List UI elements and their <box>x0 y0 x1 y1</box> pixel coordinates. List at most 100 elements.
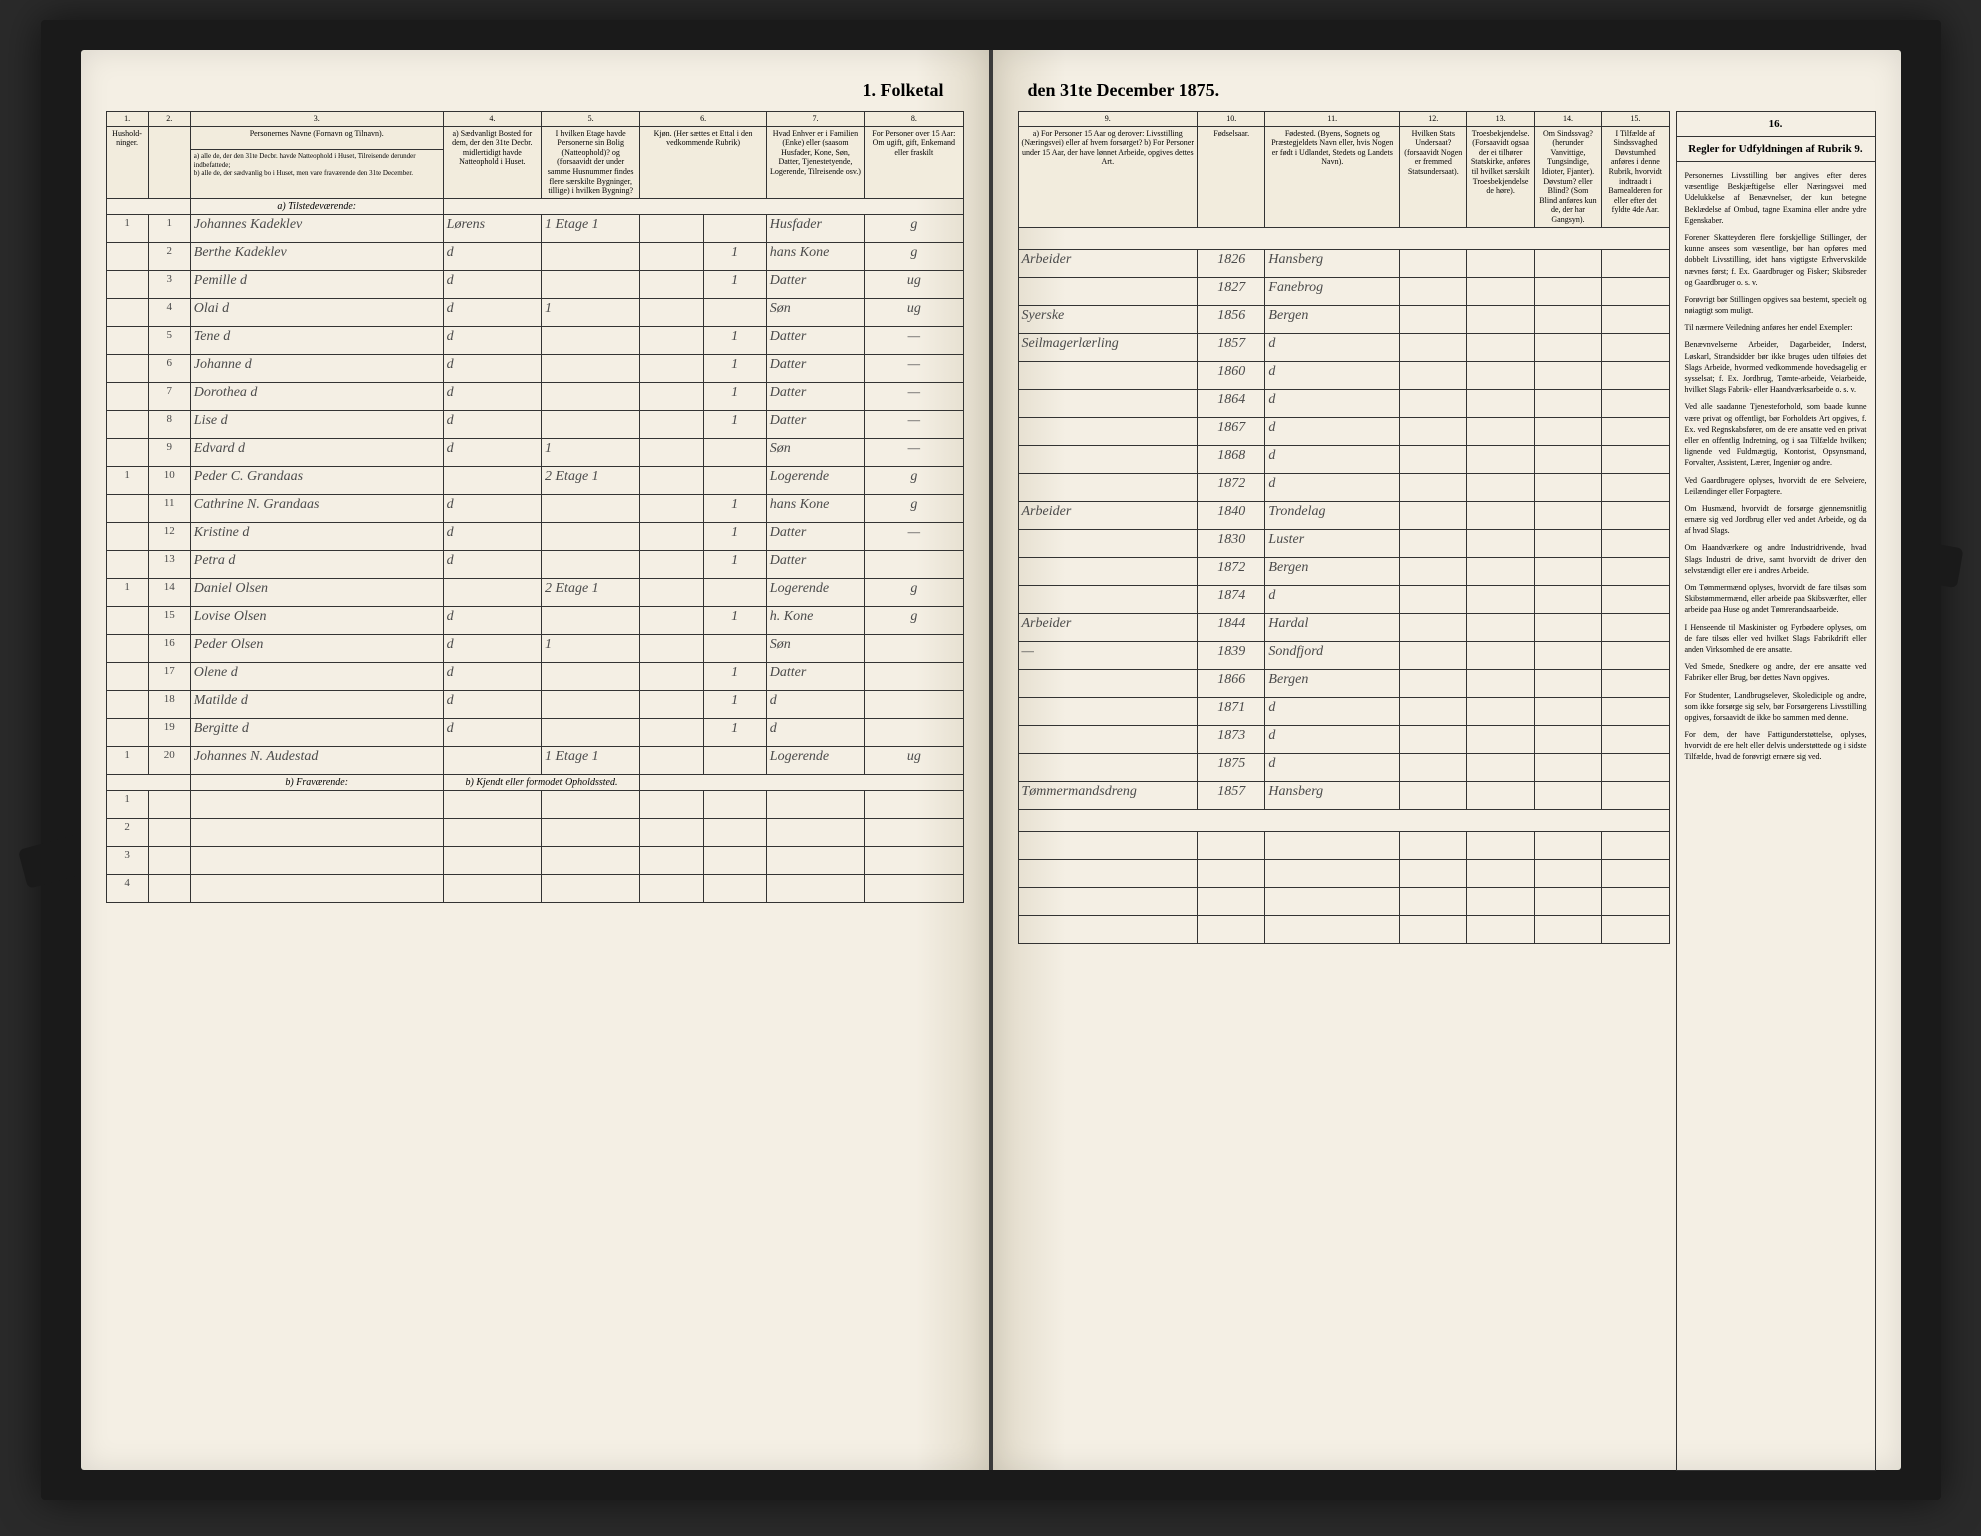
table-row: 4 Olai d d 1 Søn ug <box>106 298 963 326</box>
col-1-num: 1. <box>106 112 148 127</box>
table-row: 1871 d <box>1018 697 1669 725</box>
table-row-empty <box>1018 859 1669 887</box>
col-13-label: Troesbekjendelse. (Forsaavidt ogsaa der … <box>1467 126 1534 227</box>
right-table: 9. 10. 11. 12. 13. 14. 15. a) For Person… <box>1018 111 1670 944</box>
col-16-label: Regler for Udfyldningen af Rubrik 9. <box>1676 137 1876 162</box>
col-14-label: Om Sindssvag? (herunder Vanvittige, Tung… <box>1534 126 1601 227</box>
col-3-num: 3. <box>190 112 443 127</box>
col-2-num: 2. <box>148 112 190 127</box>
col-4-label: a) Sædvanligt Bosted for dem, der den 31… <box>443 126 541 198</box>
rules-sidebar: 16. Regler for Udfyldningen af Rubrik 9.… <box>1676 111 1876 1471</box>
table-row: 1866 Bergen <box>1018 669 1669 697</box>
left-page: 1. Folketal 1. 2. 3. 4. 5. 6. 7. 8. <box>81 50 989 1470</box>
col-5-num: 5. <box>542 112 640 127</box>
col-15-label: I Tilfælde af Sindssvaghed Døvstumhed an… <box>1602 126 1669 227</box>
table-row-empty <box>1018 831 1669 859</box>
col-13-num: 13. <box>1467 112 1534 127</box>
table-row: 17 Olene d d 1 Datter <box>106 662 963 690</box>
table-row-empty: 1 <box>106 790 963 818</box>
table-row: Syerske 1856 Bergen <box>1018 305 1669 333</box>
col-9-label: a) For Personer 15 Aar og derover: Livss… <box>1018 126 1198 227</box>
table-row-empty: 2 <box>106 818 963 846</box>
col-10-label: Fødselsaar. <box>1198 126 1265 227</box>
table-row-empty <box>1018 887 1669 915</box>
page-title-left: 1. Folketal <box>106 80 964 101</box>
left-table: 1. 2. 3. 4. 5. 6. 7. 8. Hushold-ninger. … <box>106 111 964 903</box>
rule-paragraph: Om Tømmermænd oplyses, hvorvidt de fare … <box>1685 582 1867 616</box>
rule-paragraph: I Henseende til Maskinister og Fyrbødere… <box>1685 622 1867 656</box>
table-row: 1868 d <box>1018 445 1669 473</box>
rule-paragraph: Om Husmænd, hvorvidt de forsørge gjennem… <box>1685 503 1867 537</box>
col-5-label: I hvilken Etage havde Personerne sin Bol… <box>542 126 640 198</box>
table-row: 1875 d <box>1018 753 1669 781</box>
col-10-num: 10. <box>1198 112 1265 127</box>
table-row: 1 10 Peder C. Grandaas 2 Etage 1 Logeren… <box>106 466 963 494</box>
table-row: 1830 Luster <box>1018 529 1669 557</box>
table-row: 1827 Fanebrog <box>1018 277 1669 305</box>
rule-paragraph: Benævnvelserne Arbeider, Dagarbeider, In… <box>1685 339 1867 395</box>
rule-paragraph: Ved Gaardbrugere oplyses, hvorvidt de er… <box>1685 475 1867 497</box>
table-row: 5 Tene d d 1 Datter — <box>106 326 963 354</box>
table-row: 11 Cathrine N. Grandaas d 1 hans Kone g <box>106 494 963 522</box>
section-present: a) Tilstedeværende: <box>190 198 443 214</box>
table-row-empty: 4 <box>106 874 963 902</box>
table-row-empty: 3 <box>106 846 963 874</box>
table-row-empty <box>1018 915 1669 943</box>
col-9-num: 9. <box>1018 112 1198 127</box>
table-row: 1864 d <box>1018 389 1669 417</box>
rule-paragraph: For dem, der have Fattigunderstøttelse, … <box>1685 729 1867 763</box>
table-row: Seilmagerlærling 1857 d <box>1018 333 1669 361</box>
table-row: Tømmermandsdreng 1857 Hansberg <box>1018 781 1669 809</box>
col-11-num: 11. <box>1265 112 1400 127</box>
rule-paragraph: Om Haandværkere og andre Industridrivend… <box>1685 542 1867 576</box>
col-6-num: 6. <box>640 112 766 127</box>
book-spine <box>989 50 993 1470</box>
col-12-num: 12. <box>1400 112 1467 127</box>
page-title-right: den 31te December 1875. <box>1018 80 1876 101</box>
rule-paragraph: Ved alle saadanne Tjenesteforhold, som b… <box>1685 401 1867 468</box>
col-8-label: For Personer over 15 Aar: Om ugift, gift… <box>865 126 963 198</box>
table-row: 1873 d <box>1018 725 1669 753</box>
col-6-label: Kjøn. (Her sættes et Ettal i den vedkomm… <box>640 126 766 198</box>
table-row: 1874 d <box>1018 585 1669 613</box>
table-row: Arbeider 1826 Hansberg <box>1018 249 1669 277</box>
table-row: 15 Lovise Olsen d 1 h. Kone g <box>106 606 963 634</box>
col-2-label <box>148 126 190 198</box>
table-row: 8 Lise d d 1 Datter — <box>106 410 963 438</box>
rule-paragraph: Ved Smede, Snedkere og andre, der ere an… <box>1685 661 1867 683</box>
col-7-num: 7. <box>766 112 864 127</box>
table-row: — 1839 Sondfjord <box>1018 641 1669 669</box>
table-row: 19 Bergitte d d 1 d <box>106 718 963 746</box>
rule-paragraph: Til nærmere Veiledning anføres her endel… <box>1685 322 1867 333</box>
section-absent: b) Fraværende: <box>190 774 443 790</box>
col-11-label: Fødested. (Byens, Sognets og Præstegjeld… <box>1265 126 1400 227</box>
col-16-num: 16. <box>1676 111 1876 137</box>
col-4-num: 4. <box>443 112 541 127</box>
table-row: 1860 d <box>1018 361 1669 389</box>
table-row: 3 Pemille d d 1 Datter ug <box>106 270 963 298</box>
rules-text: Personernes Livsstilling bør angives eft… <box>1676 162 1876 1471</box>
col-8-num: 8. <box>865 112 963 127</box>
table-row: 1 1 Johannes Kadeklev Lørens 1 Etage 1 H… <box>106 214 963 242</box>
table-row: 7 Dorothea d d 1 Datter — <box>106 382 963 410</box>
table-row: 1872 d <box>1018 473 1669 501</box>
col-12-label: Hvilken Stats Undersaat? (forsaavidt Nog… <box>1400 126 1467 227</box>
table-row: 1 20 Johannes N. Audestad 1 Etage 1 Loge… <box>106 746 963 774</box>
table-row: 2 Berthe Kadeklev d 1 hans Kone g <box>106 242 963 270</box>
col-1-label: Hushold-ninger. <box>106 126 148 198</box>
table-row: Arbeider 1844 Hardal <box>1018 613 1669 641</box>
census-book: 1. Folketal 1. 2. 3. 4. 5. 6. 7. 8. <box>41 20 1941 1500</box>
col-14-num: 14. <box>1534 112 1601 127</box>
table-row: 1 14 Daniel Olsen 2 Etage 1 Logerende g <box>106 578 963 606</box>
rule-paragraph: Forener Skatteyderen flere forskjellige … <box>1685 232 1867 288</box>
col-3-label: Personernes Navne (Fornavn og Tilnavn). <box>190 126 443 150</box>
table-row: 16 Peder Olsen d 1 Søn <box>106 634 963 662</box>
table-row: 13 Petra d d 1 Datter <box>106 550 963 578</box>
table-row: 18 Matilde d d 1 d <box>106 690 963 718</box>
table-row: 1872 Bergen <box>1018 557 1669 585</box>
col-7-label: Hvad Enhver er i Familien (Enke) eller (… <box>766 126 864 198</box>
table-row: 6 Johanne d d 1 Datter — <box>106 354 963 382</box>
rule-paragraph: For Studenter, Landbrugselever, Skoledic… <box>1685 690 1867 724</box>
table-row: 12 Kristine d d 1 Datter — <box>106 522 963 550</box>
right-page: den 31te December 1875. 9. 10. 11. 12. <box>993 50 1901 1470</box>
